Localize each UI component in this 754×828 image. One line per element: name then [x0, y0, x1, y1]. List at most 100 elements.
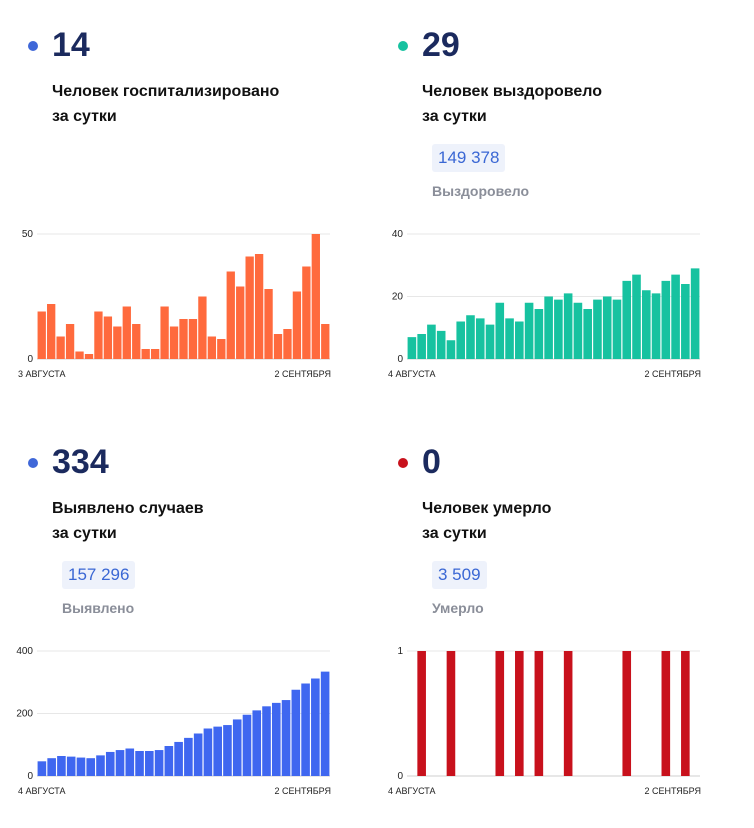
bar	[632, 274, 641, 359]
daily-label-line: за сутки	[422, 108, 487, 125]
daily-label: Человек умерло за сутки	[422, 496, 722, 546]
x-start-label: 3 АВГУСТА	[18, 369, 66, 379]
bar	[283, 329, 292, 359]
bar	[690, 268, 700, 359]
bar	[37, 311, 46, 359]
bar-chart: 0 1 4 АВГУСТА 2 СЕНТЯБРЯ	[388, 646, 701, 796]
bar	[47, 758, 56, 776]
bar	[456, 321, 466, 359]
y-tick-label: 0	[397, 771, 403, 782]
bar	[534, 651, 544, 776]
bar	[515, 321, 524, 359]
bar	[188, 319, 198, 359]
bar	[273, 334, 283, 359]
x-end-label: 2 СЕНТЯБРЯ	[644, 786, 701, 796]
total-badge: 149 378	[432, 144, 506, 172]
bar	[115, 750, 125, 776]
total-badge: 3 509	[432, 561, 487, 589]
y-tick-label: 400	[16, 646, 33, 657]
x-end-label: 2 СЕНТЯБРЯ	[274, 786, 331, 796]
bar	[301, 683, 310, 776]
dot-icon	[28, 458, 38, 468]
daily-label: Выявлено случаев за сутки	[52, 496, 352, 546]
bar	[86, 758, 96, 776]
total-caption: Умерло	[432, 600, 484, 616]
bar	[651, 293, 661, 359]
bar	[602, 296, 612, 359]
bar	[179, 319, 188, 359]
bar	[245, 256, 254, 359]
bar	[271, 702, 281, 776]
bar	[671, 274, 680, 359]
bar	[563, 293, 573, 359]
bar	[223, 725, 232, 776]
bar	[622, 280, 632, 359]
bar	[281, 700, 291, 776]
x-start-label: 4 АВГУСТА	[18, 786, 66, 796]
bar	[681, 651, 690, 776]
bar	[466, 315, 475, 359]
bar-chart: 0 50 3 АВГУСТА 2 СЕНТЯБРЯ	[18, 229, 331, 379]
bar	[264, 289, 273, 359]
bar	[622, 651, 632, 776]
bar	[169, 326, 179, 359]
y-tick-label: 0	[27, 354, 33, 365]
y-tick-label: 0	[397, 354, 403, 365]
bar	[160, 306, 169, 359]
bar	[436, 330, 446, 359]
y-tick-label: 1	[397, 646, 403, 657]
chart-hospitalized: 0 50 3 АВГУСТА 2 СЕНТЯБРЯ	[0, 222, 350, 397]
daily-label: Человек выздоровело за сутки	[422, 79, 722, 129]
daily-value: 0	[422, 443, 441, 481]
bar	[544, 296, 553, 359]
bar	[145, 751, 154, 776]
daily-label-line: за сутки	[52, 525, 117, 542]
daily-label-line: за сутки	[422, 525, 487, 542]
bar	[164, 746, 174, 776]
chart-cases: 0 200 400 4 АВГУСТА 2 СЕНТЯБРЯ	[0, 639, 350, 814]
bar	[292, 291, 302, 359]
bar-chart: 0 200 400 4 АВГУСТА 2 СЕНТЯБРЯ	[16, 646, 331, 796]
bar	[262, 706, 271, 776]
bar	[681, 284, 690, 359]
daily-label-line: Человек выздоровело	[422, 83, 603, 100]
bar	[417, 334, 426, 359]
bar	[593, 299, 602, 359]
bar	[446, 340, 456, 359]
panel-header: 334	[22, 443, 362, 483]
bar	[65, 324, 75, 359]
chart-deaths: 0 1 4 АВГУСТА 2 СЕНТЯБРЯ	[370, 639, 720, 814]
bar	[407, 337, 417, 359]
bar	[37, 761, 47, 776]
bar	[641, 290, 651, 359]
bar	[198, 296, 207, 359]
y-tick-label: 0	[27, 771, 33, 782]
bar	[446, 651, 456, 776]
x-start-label: 4 АВГУСТА	[388, 786, 436, 796]
y-tick-label: 40	[392, 229, 404, 240]
bar	[193, 733, 203, 776]
total-caption: Выявлено	[62, 600, 135, 616]
bar	[291, 689, 301, 776]
bar	[207, 336, 217, 359]
bar	[252, 710, 262, 776]
bar	[321, 324, 330, 359]
x-start-label: 4 АВГУСТА	[388, 369, 436, 379]
bar	[56, 336, 65, 359]
bar	[563, 651, 573, 776]
y-tick-label: 50	[22, 229, 34, 240]
bar	[76, 757, 86, 776]
bar-chart: 0 20 40 4 АВГУСТА 2 СЕНТЯБРЯ	[388, 229, 701, 379]
bar	[150, 349, 160, 359]
dot-icon	[398, 458, 408, 468]
x-end-label: 2 СЕНТЯБРЯ	[644, 369, 701, 379]
bar	[427, 324, 436, 359]
bar	[583, 309, 592, 359]
total-caption: Выздоровело	[432, 183, 530, 199]
bar	[236, 286, 245, 359]
daily-label-line: за сутки	[52, 108, 117, 125]
panel-header: 14	[22, 26, 362, 66]
bar	[320, 671, 330, 776]
daily-value: 14	[52, 26, 90, 64]
total-badge: 157 296	[62, 561, 136, 589]
